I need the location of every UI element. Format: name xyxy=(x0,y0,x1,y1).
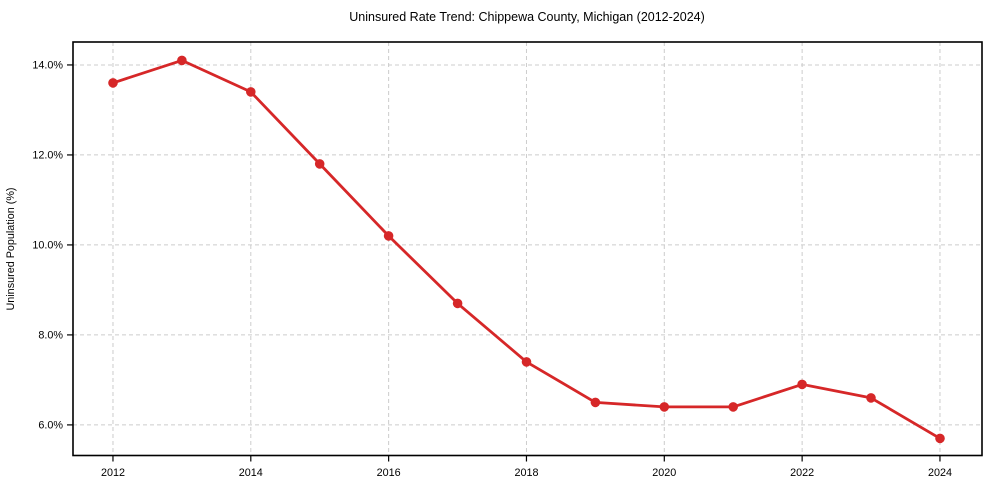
y-axis-label: Uninsured Population (%) xyxy=(5,187,17,310)
x-tick-label: 2016 xyxy=(377,467,401,479)
data-point-marker xyxy=(246,87,256,97)
plot-area-border xyxy=(72,41,983,457)
data-point-marker xyxy=(314,159,325,169)
data-series-line xyxy=(108,55,945,444)
x-tick-label: 2022 xyxy=(790,467,814,479)
y-tick-label: 8.0% xyxy=(38,330,63,342)
y-tick-label: 10.0% xyxy=(32,240,63,252)
x-tick-label: 2024 xyxy=(928,467,952,479)
x-tick-label: 2018 xyxy=(514,467,538,479)
y-tick-label: 6.0% xyxy=(38,420,63,432)
data-point-marker xyxy=(521,357,532,367)
data-point-marker xyxy=(935,433,945,444)
data-point-marker xyxy=(383,231,394,241)
x-tick-label: 2014 xyxy=(239,467,263,479)
x-tick-label: 2020 xyxy=(652,467,676,479)
data-point-marker xyxy=(728,402,738,412)
y-tick-label: 14.0% xyxy=(32,60,63,72)
data-point-marker xyxy=(452,298,463,309)
axis-ticks xyxy=(67,64,941,462)
y-tick-labels: 6.0% 8.0% 10.0% 12.0% 14.0% xyxy=(32,60,63,432)
data-point-marker xyxy=(590,397,601,408)
data-point-marker xyxy=(866,393,876,403)
y-tick-label: 12.0% xyxy=(32,150,63,162)
data-point-marker xyxy=(659,402,670,412)
chart-title: Uninsured Rate Trend: Chippewa County, M… xyxy=(349,10,705,24)
data-point-marker xyxy=(797,379,807,390)
data-point-marker xyxy=(177,55,187,66)
x-tick-labels: 2012 2014 2016 2018 2020 2022 2024 xyxy=(101,467,952,479)
data-point-marker xyxy=(108,78,118,88)
x-tick-label: 2012 xyxy=(101,467,125,479)
